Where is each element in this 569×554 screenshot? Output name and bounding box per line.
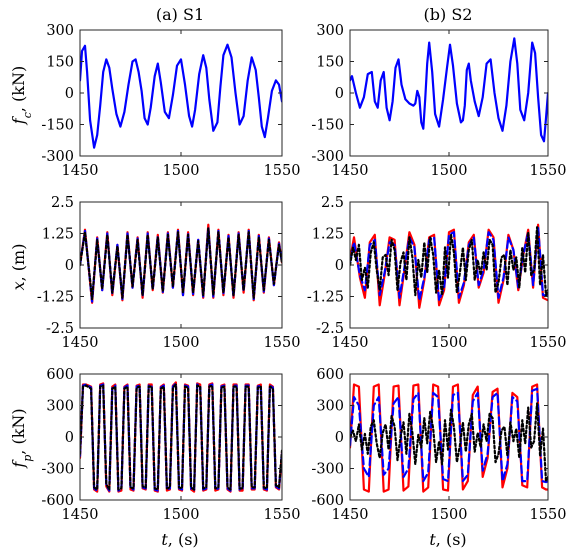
fc_s1-ytick-label: 150 <box>46 55 74 71</box>
x_s1-ytick-label: -1.25 <box>37 290 74 306</box>
fp_s1-ytick-label: 600 <box>46 367 74 383</box>
fp_s2-xtick-label: 1450 <box>332 507 369 523</box>
fp_s2-series-black-line <box>350 402 548 483</box>
fc_s1-ytick-label: -300 <box>41 149 74 165</box>
fc_s2-xtick-label: 1450 <box>332 163 369 179</box>
fc_s2-xtick-label: 1550 <box>530 163 567 179</box>
fp_s1-xtick-label: 1550 <box>264 507 301 523</box>
fc_s1-xtick-label: 1450 <box>62 163 99 179</box>
fc_s1-series-blue-line <box>80 43 282 149</box>
svg-text:x, (m): x, (m) <box>9 244 28 291</box>
panel-x_s2: -2.5 -1.25 0 1.25 2.5 1450 1500 1550 <box>307 195 567 351</box>
fc_s2-series-blue-line <box>350 37 548 143</box>
x_s1-ytick-label: 0 <box>65 258 74 274</box>
x_s2-ytick-label: -1.25 <box>307 290 344 306</box>
fp_s2-ytick-label: 600 <box>316 367 344 383</box>
plot-panels: -300 -150 0 150 300 1450 1500 1550 -300 -150 0 150 3… <box>37 23 567 523</box>
fp_s2-ytick-label: 300 <box>316 399 344 415</box>
panel-fc_s1: -300 -150 0 150 300 1450 1500 1550 <box>41 23 300 179</box>
fp_s2-series-blue-line <box>350 387 548 484</box>
x_s1-ytick-label: 1.25 <box>42 227 74 243</box>
fc_s2-ytick-label: -300 <box>311 149 344 165</box>
panel-x_s1: -2.5 -1.25 0 1.25 2.5 1450 1500 1550 <box>37 195 301 351</box>
fc_s2-ytick-label: 0 <box>335 86 344 102</box>
svg-text:fp, (kN): fp, (kN) <box>9 408 34 468</box>
fc_s2-ytick-label: 300 <box>316 23 344 39</box>
x_s1-xtick-label: 1500 <box>163 335 200 351</box>
fp_s1-xtick-label: 1450 <box>62 507 99 523</box>
fp_s1-series-blue-line <box>80 382 282 492</box>
ylabel-fc: fc, (kN) <box>9 66 34 125</box>
fc_s1-ytick-label: 0 <box>65 86 74 102</box>
x_s2-ytick-label: 0 <box>335 258 344 274</box>
panel-fp_s2: -600 -300 0 300 600 1450 1500 1550 <box>311 367 566 523</box>
fp_s1-ytick-label: -600 <box>41 493 74 509</box>
fc_s1-ytick-label: -150 <box>41 118 74 134</box>
fp_s1-xtick-label: 1500 <box>163 507 200 523</box>
fp_s2-xtick-label: 1550 <box>530 507 567 523</box>
fc_s1-axes-box <box>79 29 283 157</box>
fp_s1-ytick-label: 0 <box>65 430 74 446</box>
x_s2-ytick-label: 1.25 <box>312 227 344 243</box>
x_s1-xtick-label: 1450 <box>62 335 99 351</box>
fp_s2-ytick-label: -300 <box>311 462 344 478</box>
fp_s2-ytick-label: -600 <box>311 493 344 509</box>
x_s1-series-black-line <box>80 227 282 301</box>
fc_s1-xtick-label: 1550 <box>264 163 301 179</box>
x_s2-xtick-label: 1550 <box>530 335 567 351</box>
x_s1-xtick-label: 1550 <box>264 335 301 351</box>
title-a: (a) S1 <box>156 5 204 24</box>
xlabel-b: t, (s) <box>429 530 466 549</box>
svg-text:fc, (kN): fc, (kN) <box>9 66 34 125</box>
x_s2-xtick-label: 1450 <box>332 335 369 351</box>
fp_s2-xtick-label: 1500 <box>431 507 468 523</box>
fp_s2-ytick-label: 0 <box>335 430 344 446</box>
x_s2-ytick-label: -2.5 <box>316 321 344 337</box>
fp_s1-series-black-line <box>80 383 282 491</box>
panel-fp_s1: -600 -300 0 300 600 1450 1500 1550 <box>41 367 300 523</box>
fc_s1-xtick-label: 1500 <box>163 163 200 179</box>
title-b: (b) S2 <box>424 5 473 24</box>
fc_s2-ytick-label: -150 <box>311 118 344 134</box>
fc_s2-ytick-label: 150 <box>316 55 344 71</box>
fp_s1-ytick-label: 300 <box>46 399 74 415</box>
panel-fc_s2: -300 -150 0 150 300 1450 1500 1550 <box>311 23 566 179</box>
x_s1-ytick-label: -2.5 <box>46 321 74 337</box>
fc_s1-ytick-label: 300 <box>46 23 74 39</box>
x_s2-series-black-line <box>350 226 548 297</box>
xlabel-a: t, (s) <box>161 530 198 549</box>
x_s2-xtick-label: 1500 <box>431 335 468 351</box>
ylabel-fp: fp, (kN) <box>9 408 34 468</box>
ylabel-x: x, (m) <box>9 244 28 291</box>
fp_s1-ytick-label: -300 <box>41 462 74 478</box>
fc_s2-xtick-label: 1500 <box>431 163 468 179</box>
x_s1-ytick-label: 2.5 <box>51 195 74 211</box>
x_s2-ytick-label: 2.5 <box>321 195 344 211</box>
